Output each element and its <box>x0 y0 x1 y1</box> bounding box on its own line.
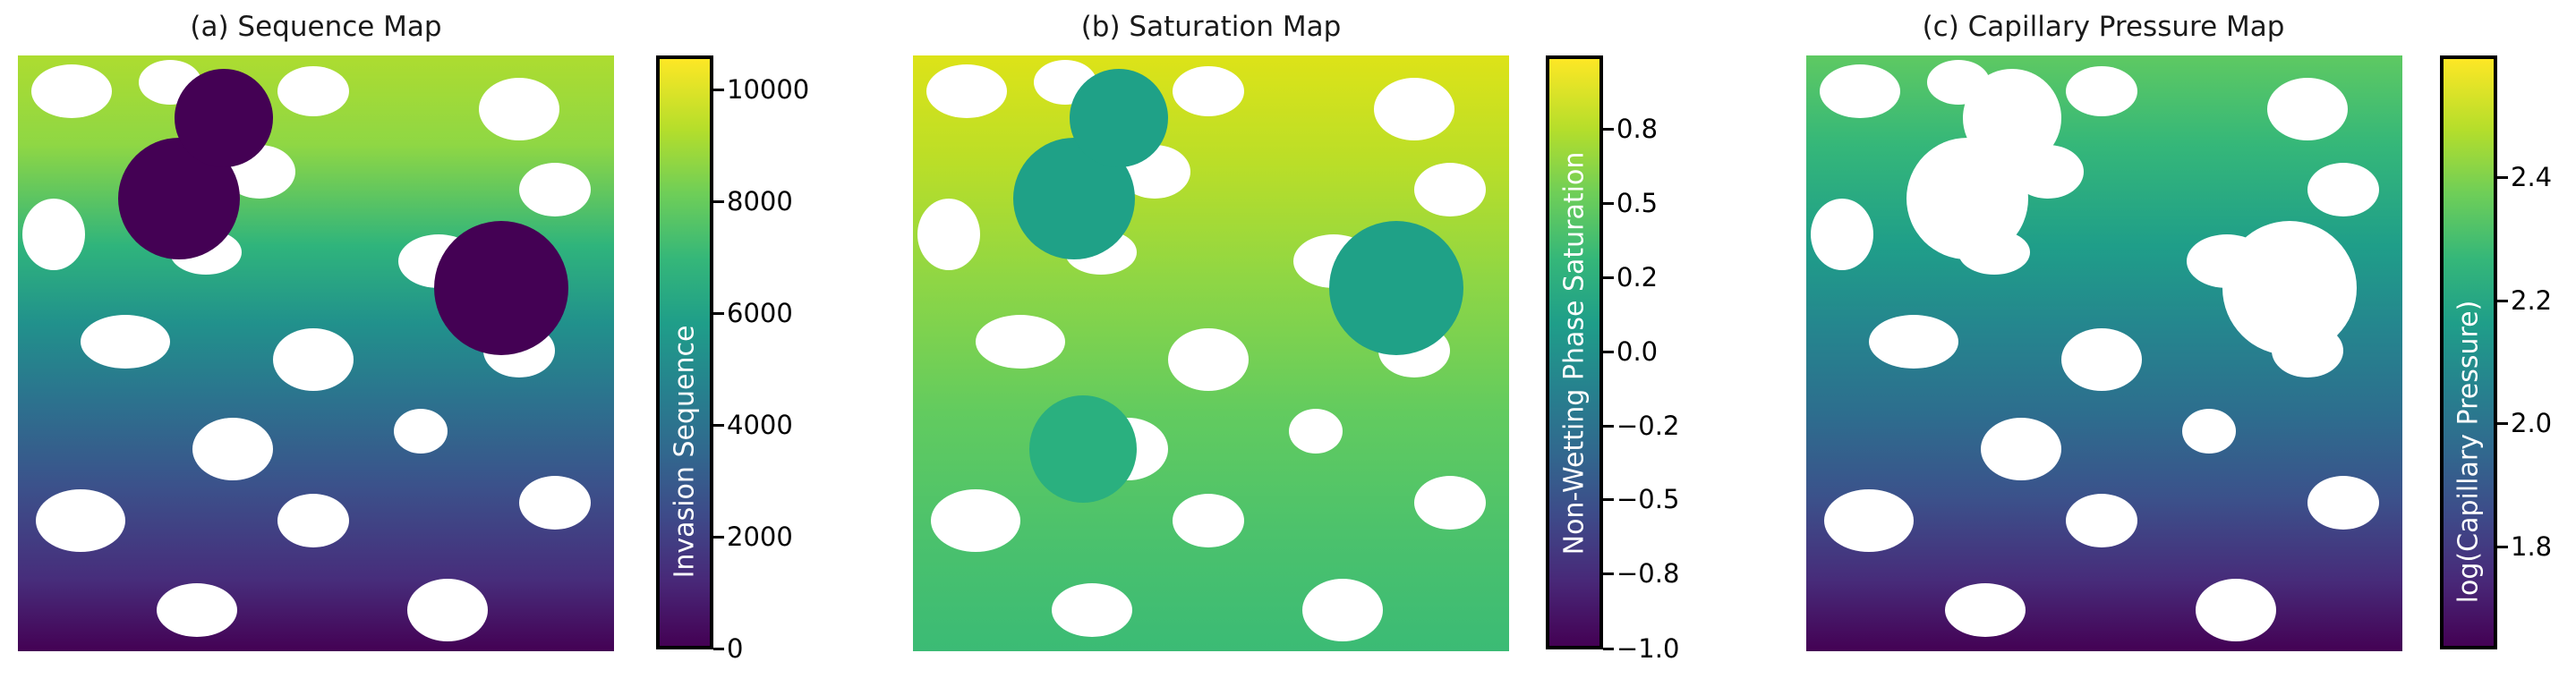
colorbar <box>2440 55 2497 649</box>
colorbar-tick-label: −0.8 <box>1616 558 1680 589</box>
colorbar-tick <box>1603 351 1614 353</box>
colorbar-label: log(Capillary Pressure) <box>2452 300 2485 604</box>
colorbar-tick-label: 0.0 <box>1616 336 1659 367</box>
colorbar-tick <box>1603 128 1614 131</box>
colorbar-tick <box>2497 422 2508 425</box>
colorbar-tick-label: 8000 <box>727 186 793 216</box>
colorbar-tick-label: 1.8 <box>2511 531 2553 562</box>
heatmap-image <box>18 55 614 651</box>
colorbar-tick-label: −0.5 <box>1616 484 1680 514</box>
colorbar-label: Non-Wetting Phase Saturation <box>1558 151 1591 556</box>
colorbar-tick <box>2497 300 2508 302</box>
colorbar-tick-label: 2.2 <box>2511 285 2553 316</box>
colorbar-tick-label: 0.8 <box>1616 114 1659 144</box>
colorbar-tick <box>713 536 724 539</box>
chart-title: (c) Capillary Pressure Map <box>1922 11 2285 43</box>
colorbar-tick <box>1603 276 1614 279</box>
colorbar-tick-label: −0.2 <box>1616 411 1680 441</box>
colorbar-tick <box>713 200 724 203</box>
colorbar-tick-label: 0.5 <box>1616 188 1659 218</box>
colorbar-tick <box>713 424 724 427</box>
colorbar-tick-label: 2.0 <box>2511 408 2553 438</box>
colorbar <box>656 55 713 649</box>
colorbar-tick-label: 6000 <box>727 298 793 328</box>
colorbar-tick <box>1603 202 1614 205</box>
colorbar-tick <box>713 312 724 315</box>
colorbar-tick-label: 10000 <box>727 74 810 105</box>
colorbar-tick <box>713 89 724 91</box>
colorbar-tick-label: 4000 <box>727 410 793 440</box>
colorbar-tick <box>2497 176 2508 179</box>
chart-title: (a) Sequence Map <box>190 11 442 43</box>
colorbar-tick-label: 0 <box>727 633 744 664</box>
colorbar <box>1546 55 1603 649</box>
colorbar-tick-label: −1.0 <box>1616 633 1680 664</box>
colorbar-tick-label: 2.4 <box>2511 162 2553 192</box>
colorbar-tick <box>713 648 724 650</box>
heatmap-image <box>913 55 1509 651</box>
colorbar-tick <box>1603 648 1614 650</box>
heatmap-image <box>1806 55 2402 651</box>
colorbar-tick <box>2497 546 2508 548</box>
colorbar-tick <box>1603 425 1614 428</box>
chart-title: (b) Saturation Map <box>1080 11 1342 43</box>
colorbar-tick-label: 2000 <box>727 522 793 552</box>
colorbar-label: Invasion Sequence <box>669 325 701 579</box>
colorbar-tick-label: 0.2 <box>1616 262 1659 293</box>
colorbar-tick <box>1603 498 1614 501</box>
colorbar-tick <box>1603 572 1614 575</box>
